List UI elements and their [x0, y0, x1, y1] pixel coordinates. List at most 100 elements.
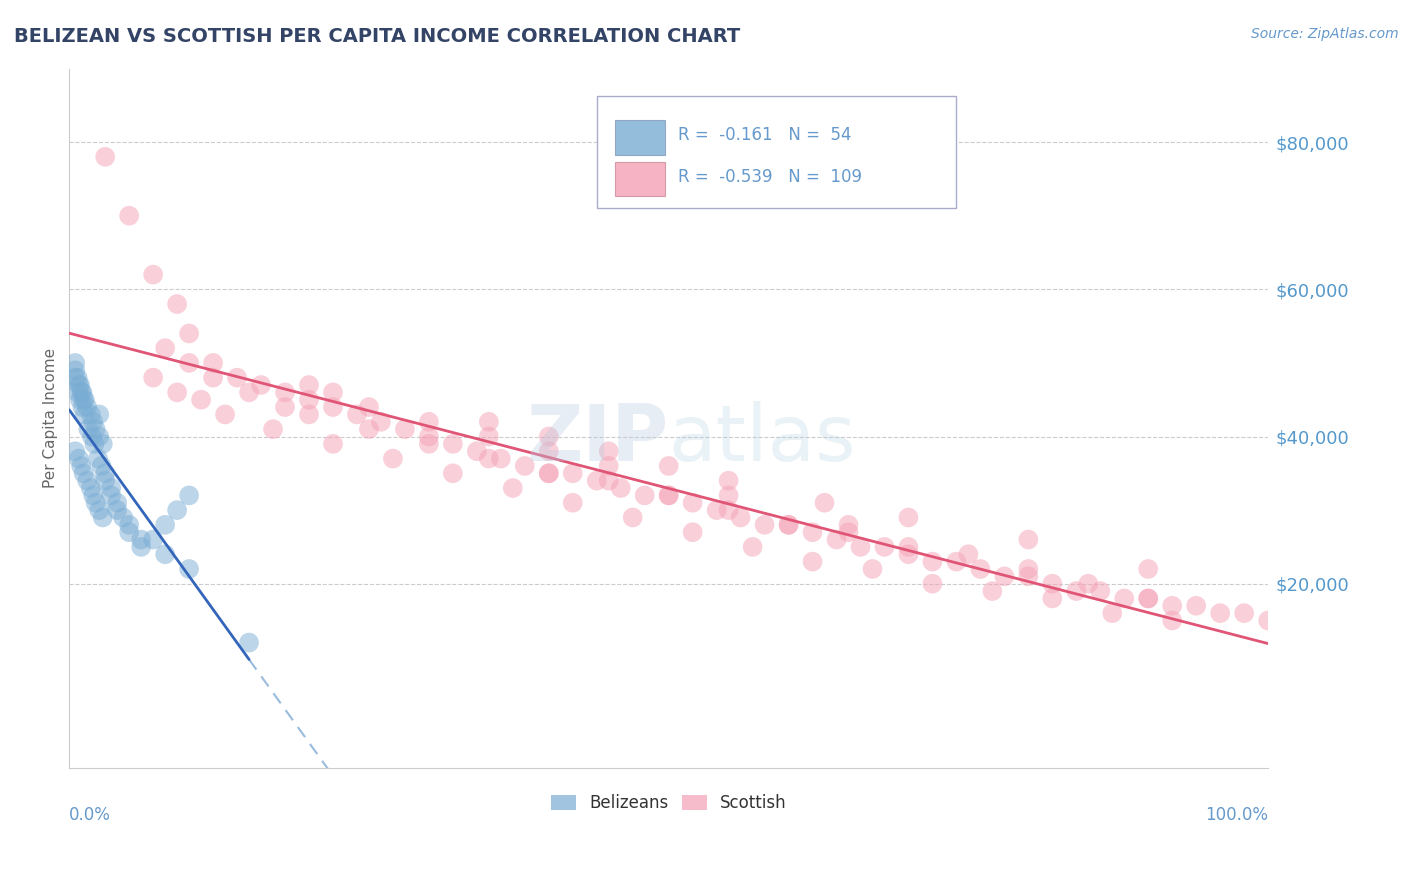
Point [502, 481, 524, 495]
Point [1161, 614, 1184, 628]
Point [65, 356, 87, 370]
Point [598, 458, 620, 473]
Point [921, 555, 943, 569]
Point [873, 540, 896, 554]
Point [322, 437, 344, 451]
Point [89, 503, 111, 517]
Point [118, 517, 141, 532]
Point [82, 488, 104, 502]
Point [129, 540, 152, 554]
Point [70, 458, 93, 473]
Point [598, 474, 620, 488]
Point [89, 408, 111, 422]
FancyBboxPatch shape [614, 120, 665, 154]
Point [717, 474, 740, 488]
Point [706, 503, 728, 517]
Text: ZIP: ZIP [526, 401, 669, 477]
Point [465, 444, 488, 458]
Point [778, 517, 800, 532]
Point [65, 370, 87, 384]
Point [67, 378, 90, 392]
Point [381, 451, 404, 466]
Point [825, 533, 848, 547]
Point [981, 584, 1004, 599]
Point [91, 510, 114, 524]
Point [1090, 584, 1112, 599]
Point [166, 297, 188, 311]
Point [72, 467, 94, 481]
Point [921, 576, 943, 591]
Point [72, 385, 94, 400]
Point [357, 400, 380, 414]
Point [76, 474, 98, 488]
Text: BELIZEAN VS SCOTTISH PER CAPITA INCOME CORRELATION CHART: BELIZEAN VS SCOTTISH PER CAPITA INCOME C… [14, 27, 741, 45]
Point [226, 370, 249, 384]
Point [76, 400, 98, 414]
Point [66, 385, 89, 400]
Point [418, 437, 440, 451]
Point [658, 488, 681, 502]
Point [993, 569, 1015, 583]
Point [730, 510, 752, 524]
Point [801, 555, 824, 569]
Point [250, 378, 273, 392]
Point [561, 496, 583, 510]
Point [298, 378, 321, 392]
Text: Source: ZipAtlas.com: Source: ZipAtlas.com [1251, 27, 1399, 41]
Point [537, 429, 560, 443]
Point [153, 517, 176, 532]
Point [598, 444, 620, 458]
Text: R =  -0.539   N =  109: R = -0.539 N = 109 [678, 168, 862, 186]
Point [1257, 614, 1279, 628]
Point [778, 517, 800, 532]
Point [849, 540, 872, 554]
Point [1040, 591, 1063, 606]
Text: 100.0%: 100.0% [1205, 806, 1268, 824]
Point [65, 444, 87, 458]
Point [741, 540, 763, 554]
Point [1137, 591, 1160, 606]
Point [897, 547, 920, 561]
Point [621, 510, 644, 524]
Point [262, 422, 284, 436]
Point [153, 547, 176, 561]
Point [609, 481, 631, 495]
Point [166, 503, 188, 517]
Point [66, 370, 89, 384]
Point [72, 392, 94, 407]
Point [73, 408, 96, 422]
Point [897, 540, 920, 554]
Point [1017, 569, 1039, 583]
Point [537, 467, 560, 481]
Point [70, 385, 93, 400]
Point [214, 408, 236, 422]
Point [100, 481, 122, 495]
Point [179, 562, 201, 576]
Legend: Belizeans, Scottish: Belizeans, Scottish [544, 788, 793, 819]
Point [73, 392, 96, 407]
Point [91, 437, 114, 451]
Point [129, 533, 152, 547]
Point [1137, 562, 1160, 576]
Point [441, 437, 464, 451]
Point [801, 525, 824, 540]
Point [537, 467, 560, 481]
Point [862, 562, 884, 576]
Point [1077, 576, 1099, 591]
Point [1233, 606, 1256, 620]
Point [717, 503, 740, 517]
Point [69, 392, 91, 407]
Text: atlas: atlas [669, 401, 856, 477]
Point [585, 474, 607, 488]
Point [1066, 584, 1088, 599]
Point [94, 150, 117, 164]
Point [537, 444, 560, 458]
Point [682, 496, 704, 510]
Point [1137, 591, 1160, 606]
Point [322, 400, 344, 414]
Point [77, 422, 100, 436]
Point [1040, 576, 1063, 591]
Point [87, 451, 110, 466]
Point [142, 370, 165, 384]
Point [634, 488, 657, 502]
